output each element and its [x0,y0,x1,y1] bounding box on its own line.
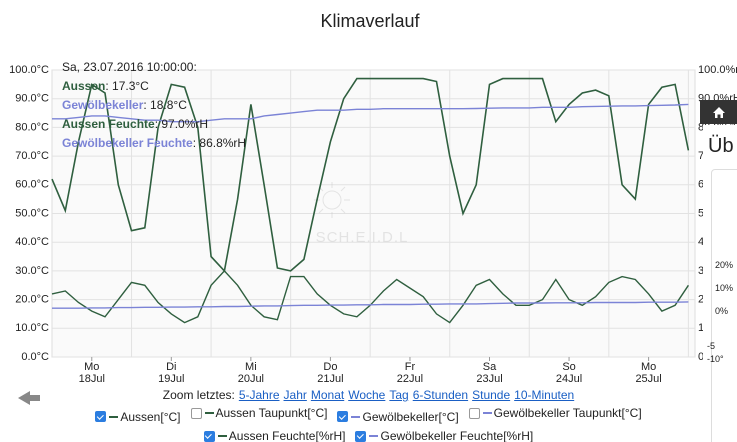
y-tick-label: 30.0°C [15,265,49,277]
back-arrow[interactable] [18,391,40,405]
legend-label: Gewölbekeller[°C] [362,409,459,424]
tooltip-name: Gewölbekeller [62,98,144,112]
tooltip-value: 86.8%rH [193,136,246,150]
zoom-label: Zoom letztes: [162,388,235,402]
x-tick-day: Mo [84,361,99,373]
tooltip-value: 97.0%rH [155,117,208,131]
series-line [52,103,689,123]
side-card [711,169,737,442]
tooltip-row: Gewölbekeller18.8°C [62,96,246,115]
legend-item[interactable]: Gewölbekeller Feuchte[%rH] [355,429,533,442]
zoom-link[interactable]: Woche [348,388,386,402]
legend-checkbox[interactable] [190,407,202,419]
legend-checkbox[interactable] [203,430,215,442]
zoom-link[interactable]: Jahr [283,388,307,402]
zoom-link[interactable]: Stunde [472,388,511,402]
y-tick-label: 40.0°C [15,236,49,248]
zoom-link[interactable]: 10-Minuten [514,388,575,402]
x-tick-date: 21Jul [317,373,343,385]
zoom-link[interactable]: 6-Stunden [412,388,469,402]
legend-swatch [369,435,379,437]
legend-checkbox[interactable] [95,411,107,422]
side-heading: Üb [708,135,734,157]
legend-label: Aussen Feuchte[%rH] [228,429,346,442]
legend-label: Gewölbekeller Taupunkt[°C] [493,406,642,420]
tooltip-name: Aussen [62,79,106,93]
tooltip-name: Gewölbekeller Feuchte [62,136,193,150]
side-label: 20% [715,260,734,270]
tooltip-row: Gewölbekeller Feuchte86.8%rH [62,134,246,153]
y-tick-label: 0.0°C [21,351,49,363]
series-line [51,77,690,273]
x-tick-date: 24Jul [556,373,582,385]
x-tick-day: Mo [641,361,656,373]
legend-label: Aussen[°C] [120,409,181,424]
legend-row: Aussen[°C] Aussen Taupunkt[°C] Gewölbekell… [0,406,737,424]
legend-swatch [482,412,492,414]
zoom-link[interactable]: Tag [389,388,409,402]
y-tick-label: 80.0°C [15,121,49,133]
x-tick-day: Mi [245,361,257,373]
x-tick-date: 22Jul [397,373,423,385]
legend-swatch [217,435,227,437]
y-tick-label: 100.0°C [9,64,49,76]
home-icon [713,107,725,118]
zoom-bar: Zoom letztes: 5-Jahre Jahr Monat Woche Tag 6-S… [0,388,737,402]
legend-label: Aussen Taupunkt[°C] [215,406,328,420]
side-label: 10% [715,283,734,293]
y-tick-label: 50.0°C [15,207,49,219]
y-tick-label: 10.0°C [15,322,49,334]
tooltip-name: Aussen Feuchte [62,117,155,131]
x-tick-date: 20Jul [238,373,264,385]
home-button[interactable] [700,100,737,124]
legend-swatch [109,415,119,418]
x-tick-date: 23Jul [476,373,502,385]
side-panel: Üb 20% 10% 0% -5 -10° [703,125,737,442]
x-tick-day: Do [323,361,337,373]
tooltip-row: Aussen Feuchte97.0%rH [62,115,246,134]
x-tick-date: 25Jul [635,373,661,385]
legend-swatch [204,412,214,414]
x-tick-day: Di [166,361,176,373]
legend-swatch [351,415,361,418]
legend-checkbox[interactable] [355,430,367,442]
legend-row: Aussen Feuchte[%rH] Gewölbekeller Feuchte… [0,427,737,442]
legend-item[interactable]: Aussen Feuchte[%rH] [203,429,346,442]
x-tick-day: Sa [483,361,497,373]
tooltip-time: Sa, 23.07.2016 10:00:00: [62,60,197,74]
legend-item[interactable]: Aussen[°C] [95,409,181,424]
legend-label: Gewölbekeller Feuchte[%rH] [380,429,534,442]
chart-title: Klimaverlauf [320,11,420,31]
legend-checkbox[interactable] [468,407,480,419]
legend-checkbox[interactable] [337,411,349,422]
side-label: -5 [707,341,716,351]
y-tick-label: 20.0°C [15,294,49,306]
y-tick-label: 60.0°C [15,179,49,191]
grid [51,69,696,358]
y-tick-label: 90.0°C [15,93,49,105]
watermark-text: SCH.E.I.D.L [316,229,409,246]
side-label: 0% [715,306,729,316]
side-label: -10° [707,354,724,364]
zoom-link[interactable]: 5-Jahre [238,388,280,402]
x-tick-date: 19Jul [158,373,184,385]
tooltip: Sa, 23.07.2016 10:00:00:Aussen17.3°CGewö… [62,58,246,153]
y2-tick-label: 100.0%rH [698,64,737,76]
x-tick-date: 18Jul [79,373,105,385]
legend-item[interactable]: Gewölbekeller Taupunkt[°C] [468,406,642,420]
legend-item[interactable]: Aussen Taupunkt[°C] [190,406,328,420]
x-tick-day: So [562,361,575,373]
tooltip-value: 18.8°C [143,98,187,112]
legend-item[interactable]: Gewölbekeller[°C] [337,409,459,424]
x-tick-day: Fr [405,361,416,373]
tooltip-row: Aussen17.3°C [62,77,246,96]
tooltip-value: 17.3°C [105,79,149,93]
y-tick-label: 70.0°C [15,150,49,162]
zoom-link[interactable]: Monat [310,388,345,402]
series-line [52,301,689,309]
